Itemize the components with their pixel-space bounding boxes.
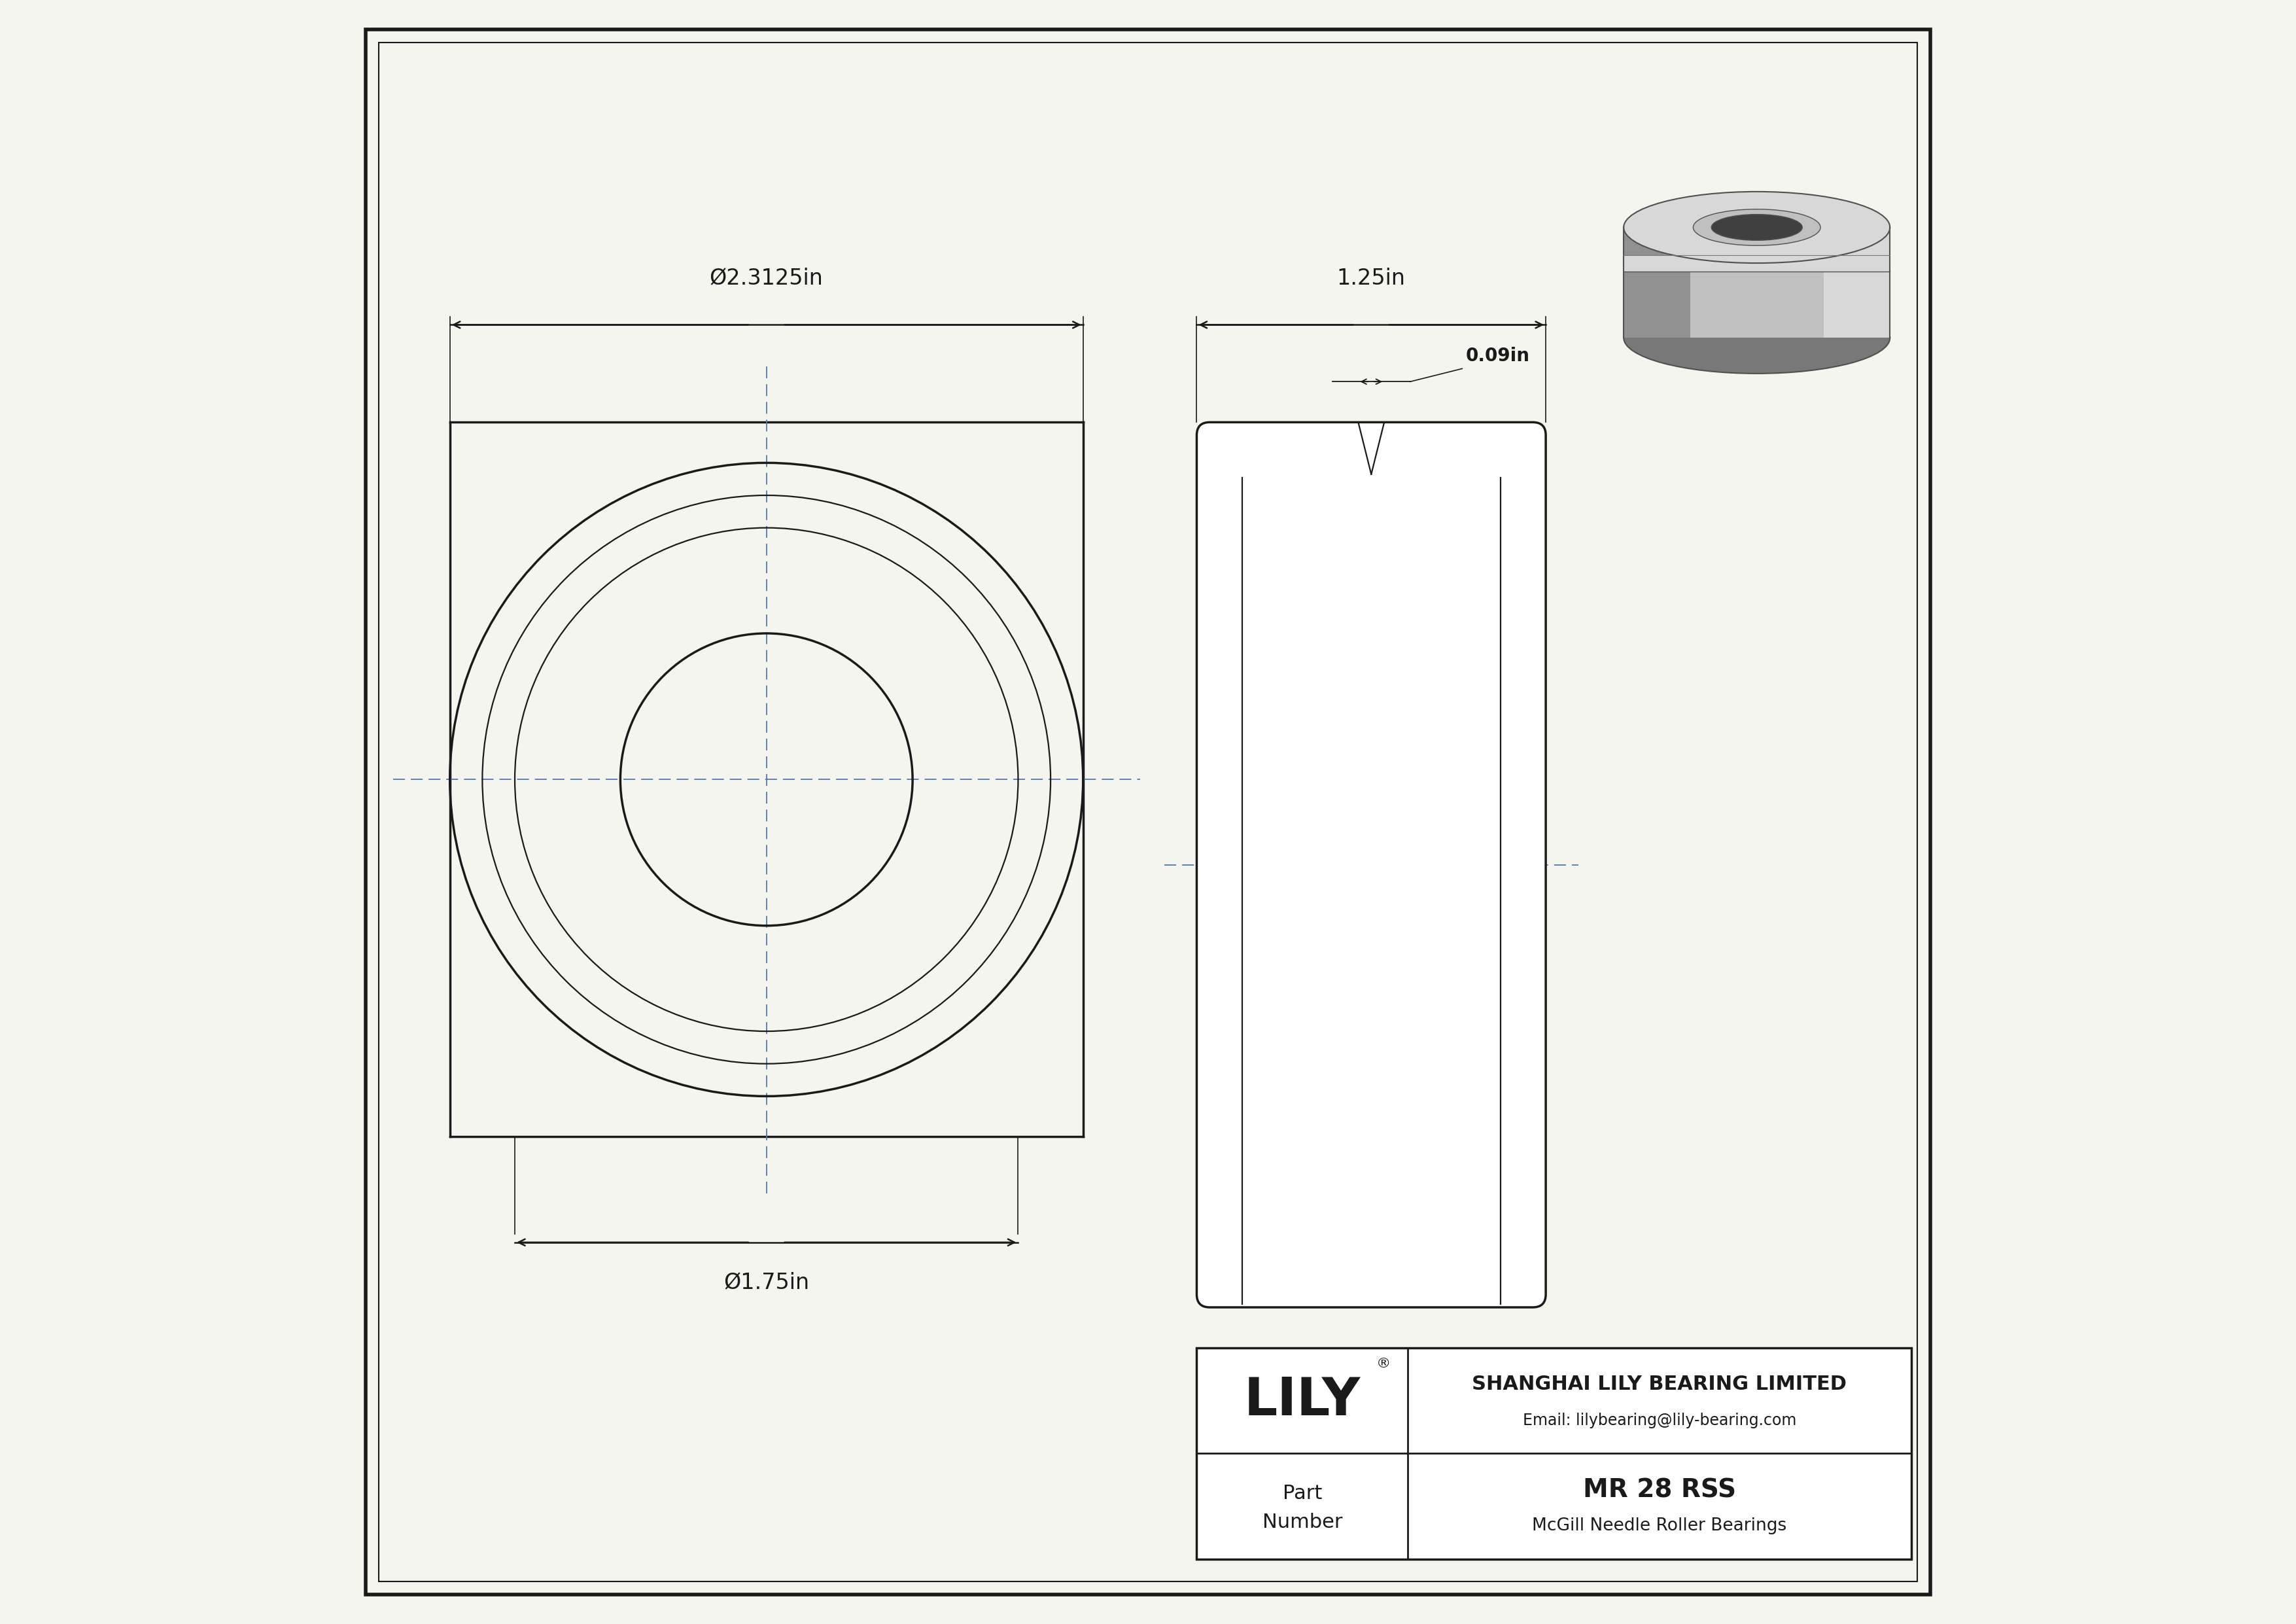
Ellipse shape (1692, 209, 1821, 245)
Ellipse shape (1623, 302, 1890, 374)
Text: 1.25in: 1.25in (1336, 268, 1405, 289)
Text: Email: lilybearing@lily-bearing.com: Email: lilybearing@lily-bearing.com (1522, 1413, 1795, 1427)
Text: ®: ® (1375, 1356, 1391, 1371)
Text: SHANGHAI LILY BEARING LIMITED: SHANGHAI LILY BEARING LIMITED (1472, 1376, 1846, 1393)
Bar (1196, 1348, 1910, 1559)
Polygon shape (1623, 227, 1690, 338)
Bar (1623, 227, 1890, 338)
Text: Number: Number (1263, 1514, 1343, 1531)
Text: MR 28 RSS: MR 28 RSS (1582, 1478, 1736, 1502)
Text: Ø2.3125in: Ø2.3125in (709, 268, 824, 289)
Text: LILY: LILY (1244, 1376, 1362, 1426)
Ellipse shape (1711, 214, 1802, 240)
Polygon shape (1823, 227, 1890, 338)
Bar (1623, 255, 1890, 271)
Text: Part: Part (1283, 1484, 1322, 1502)
Text: Ø1.75in: Ø1.75in (723, 1272, 810, 1293)
Ellipse shape (1623, 192, 1890, 263)
FancyBboxPatch shape (1196, 422, 1545, 1307)
Text: 0.09in: 0.09in (1465, 348, 1529, 365)
Text: McGill Needle Roller Bearings: McGill Needle Roller Bearings (1531, 1517, 1786, 1535)
